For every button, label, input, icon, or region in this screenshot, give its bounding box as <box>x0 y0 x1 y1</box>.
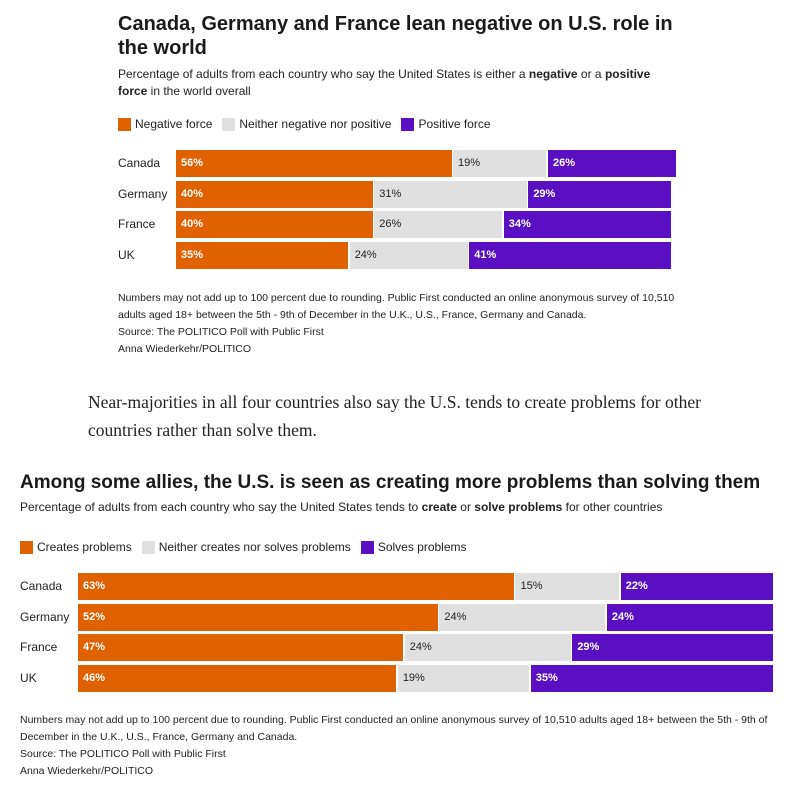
subtitle-text: in the world overall <box>147 84 251 98</box>
bar-segment: 34% <box>503 211 671 238</box>
bar-segment: 35% <box>176 241 349 269</box>
category-label: UK <box>118 247 135 262</box>
legend-item: Negative force <box>118 117 212 131</box>
subtitle-text: or a <box>577 67 605 81</box>
subtitle-bold: create <box>421 500 457 514</box>
legend-swatch <box>360 540 374 554</box>
chart-us-role-world: Canada, Germany and France lean negative… <box>118 12 678 100</box>
bar-row: UK 46% 19% 35% <box>20 664 790 692</box>
bar-row: Canada 56% 19% 26% <box>118 150 678 177</box>
subtitle-bold: positive force <box>118 67 651 98</box>
bar-segment: 26% <box>374 211 503 238</box>
legend-label: Creates problems <box>37 540 132 554</box>
bar-area: Canada 63% 15% 22% Germany 52% 24% 24% France 47%… <box>20 573 790 693</box>
legend-swatch <box>401 117 415 131</box>
bar-segment: 29% <box>572 634 773 661</box>
category-label: France <box>20 640 58 654</box>
bar-segment: 24% <box>439 603 606 631</box>
bar-row: Germany 40% 31% 29% <box>118 180 678 208</box>
note-line: Numbers may not add up to 100 percent du… <box>118 292 675 321</box>
category-label: France <box>118 217 156 231</box>
legend-item: Neither creates nor solves problems <box>141 540 351 554</box>
category-label: UK <box>20 670 37 685</box>
subtitle-text: or <box>456 500 475 514</box>
subtitle-bold: negative <box>528 67 578 81</box>
subtitle-text: Percentage of adults from each country w… <box>118 67 529 81</box>
subtitle-text: for other countries <box>562 500 663 514</box>
bar-segment: 22% <box>620 573 773 600</box>
chart-subtitle: Percentage of adults from each country w… <box>118 66 678 100</box>
legend-label: Positive force <box>418 117 491 131</box>
legend-label: Neither negative nor positive <box>239 117 392 131</box>
category-label: Canada <box>118 156 161 170</box>
note-line: Numbers may not add up to 100 percent du… <box>20 714 768 743</box>
chart-problems: Among some allies, the U.S. is seen as c… <box>20 471 790 516</box>
bar-area: Canada 56% 19% 26% Germany 40% 31% 29% France 40%… <box>118 150 678 270</box>
bar-row: France 47% 24% 29% <box>20 634 790 661</box>
legend-label: Neither creates nor solves problems <box>158 540 351 554</box>
bar-segment: 24% <box>606 603 773 631</box>
category-label: Germany <box>118 186 168 201</box>
subtitle-bold: solve problems <box>474 500 563 514</box>
bar-row: UK 35% 24% 41% <box>118 241 678 269</box>
chart-notes: Numbers may not add up to 100 percent du… <box>20 712 790 780</box>
legend-item: Positive force <box>401 117 491 131</box>
bar-row: Canada 63% 15% 22% <box>20 573 790 600</box>
bar-segment: 40% <box>176 180 373 208</box>
legend-item: Solves problems <box>360 540 467 554</box>
bar-row: France 40% 26% 34% <box>118 211 678 238</box>
legend-item: Neither negative nor positive <box>222 117 391 131</box>
bar-row: Germany 52% 24% 24% <box>20 603 790 631</box>
chart-title: Canada, Germany and France lean negative… <box>118 13 673 59</box>
legend-label: Solves problems <box>377 540 467 554</box>
bar-segment: 24% <box>404 634 571 661</box>
bar-segment: 24% <box>349 241 468 269</box>
legend-swatch <box>20 540 33 554</box>
bar-segment: 19% <box>453 150 547 177</box>
chart-title: Among some allies, the U.S. is seen as c… <box>20 472 761 493</box>
bar-segment: 52% <box>78 603 438 631</box>
bar-segment: 63% <box>78 573 514 600</box>
category-label: Canada <box>20 579 63 593</box>
chart-legend: Negative force Neither negative nor posit… <box>118 117 491 131</box>
bar-segment: 15% <box>515 573 620 600</box>
chart-legend: Creates problems Neither creates nor solv… <box>20 540 467 554</box>
legend-swatch <box>118 117 131 131</box>
bar-segment: 41% <box>469 241 671 269</box>
note-line: Source: The POLITICO Poll with Public Fi… <box>20 748 226 760</box>
note-line: Source: The POLITICO Poll with Public Fi… <box>118 326 324 338</box>
bar-segment: 47% <box>78 634 404 661</box>
legend-item: Creates problems <box>20 540 132 554</box>
bar-segment: 29% <box>528 180 671 208</box>
bar-segment: 35% <box>530 664 773 692</box>
subtitle-text: Percentage of adults from each country w… <box>20 500 422 514</box>
legend-swatch <box>222 117 236 131</box>
bar-segment: 19% <box>397 664 530 692</box>
article-paragraph: Near-majorities in all four countries al… <box>88 392 701 440</box>
bar-segment: 46% <box>78 664 397 692</box>
chart-subtitle: Percentage of adults from each country w… <box>20 499 790 516</box>
note-line: Anna Wiederkehr/POLITICO <box>20 765 154 777</box>
bar-segment: 56% <box>176 150 452 177</box>
chart-notes: Numbers may not add up to 100 percent du… <box>118 290 678 358</box>
bar-segment: 40% <box>176 211 373 238</box>
category-label: Germany <box>20 609 70 624</box>
legend-swatch <box>141 540 155 554</box>
legend-label: Negative force <box>135 117 213 131</box>
note-line: Anna Wiederkehr/POLITICO <box>118 343 252 355</box>
bar-segment: 31% <box>374 180 527 208</box>
bar-segment: 26% <box>548 150 676 177</box>
